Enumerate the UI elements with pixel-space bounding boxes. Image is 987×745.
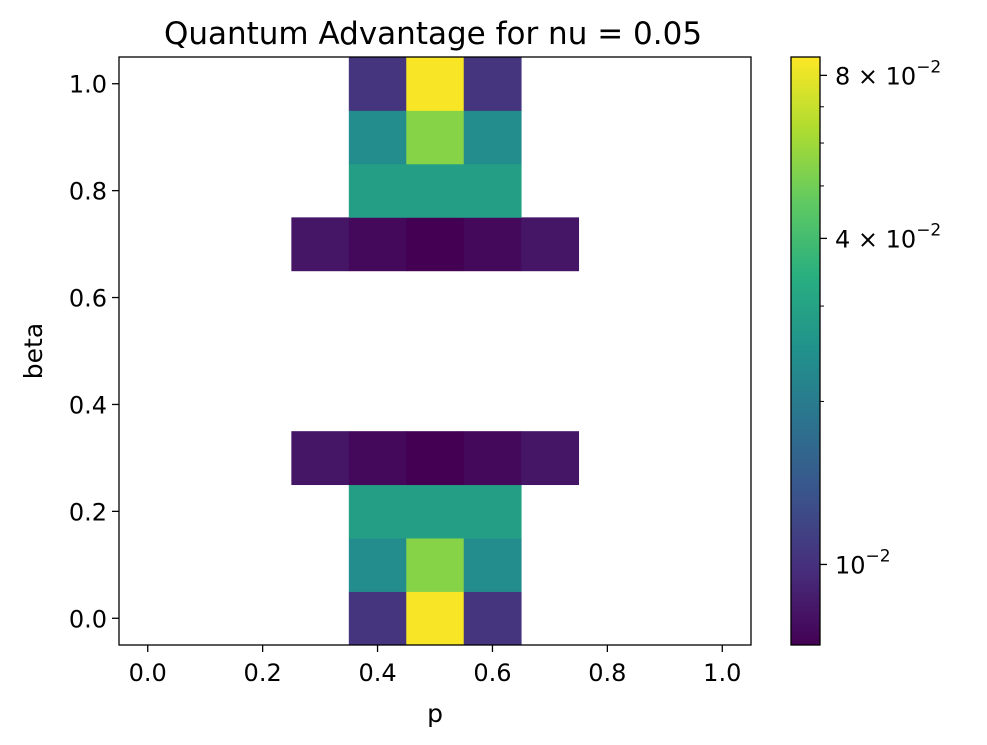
- x-tick-label: 0.4: [358, 659, 396, 687]
- heatmap-cell: [463, 484, 522, 539]
- heatmap-cell: [348, 431, 407, 486]
- heatmap-cell: [463, 110, 522, 165]
- heatmap-cell: [406, 110, 465, 165]
- heatmap-cell: [348, 57, 407, 111]
- y-tick-label: 0.4: [69, 391, 107, 419]
- x-tick-label: 1.0: [703, 659, 741, 687]
- heatmap-cell: [291, 217, 350, 272]
- heatmap-cell: [406, 57, 465, 111]
- colorbar-ticks: 8 × 10−2 4 × 10−2 10−2: [820, 57, 941, 579]
- heatmap-cell: [348, 217, 407, 272]
- y-axis-ticks: 0.0 0.2 0.4 0.6 0.8 1.0: [69, 71, 119, 633]
- heatmap-cell: [348, 538, 407, 592]
- colorbar-tick-label: 8 × 10−2: [835, 57, 941, 90]
- heatmap-cell: [406, 431, 465, 486]
- heatmap-cell: [463, 431, 522, 486]
- y-axis-label: beta: [19, 323, 48, 379]
- y-tick-label: 0.0: [69, 605, 107, 633]
- x-tick-label: 0.0: [129, 659, 167, 687]
- x-tick-label: 0.6: [473, 659, 511, 687]
- x-tick-label: 0.2: [244, 659, 282, 687]
- chart-title: Quantum Advantage for nu = 0.05: [164, 16, 702, 52]
- heatmap-cell: [406, 163, 465, 218]
- heatmap-cell: [291, 431, 350, 486]
- colorbar-tick-label: 10−2: [835, 546, 891, 579]
- heatmap-cell: [463, 163, 522, 218]
- x-tick-label: 0.8: [588, 659, 626, 687]
- heatmap-cell: [406, 538, 465, 592]
- y-tick-label: 1.0: [69, 71, 107, 99]
- colorbar-tick-label: 4 × 10−2: [835, 220, 941, 253]
- heatmap-cell: [521, 431, 580, 486]
- x-axis-label: p: [427, 699, 443, 728]
- y-tick-label: 0.6: [69, 285, 107, 313]
- heatmap-cell: [348, 484, 407, 539]
- heatmap-cell: [406, 591, 465, 646]
- heatmap-cell: [463, 217, 522, 272]
- x-axis-ticks: 0.0 0.2 0.4 0.6 0.8 1.0: [129, 645, 741, 687]
- heatmap-cells: [291, 57, 580, 646]
- colorbar: [790, 56, 821, 646]
- heatmap-cell: [463, 591, 522, 646]
- heatmap-cell: [521, 217, 580, 272]
- heatmap-cell: [348, 110, 407, 165]
- plot-frame: [118, 56, 752, 646]
- y-tick-label: 0.8: [69, 178, 107, 206]
- heatmap-cell: [463, 57, 522, 111]
- heatmap-cell: [463, 538, 522, 592]
- heatmap-cell: [406, 484, 465, 539]
- heatmap-cell: [348, 591, 407, 646]
- y-tick-label: 0.2: [69, 498, 107, 526]
- heatmap-cell: [348, 163, 407, 218]
- heatmap-cell: [406, 217, 465, 272]
